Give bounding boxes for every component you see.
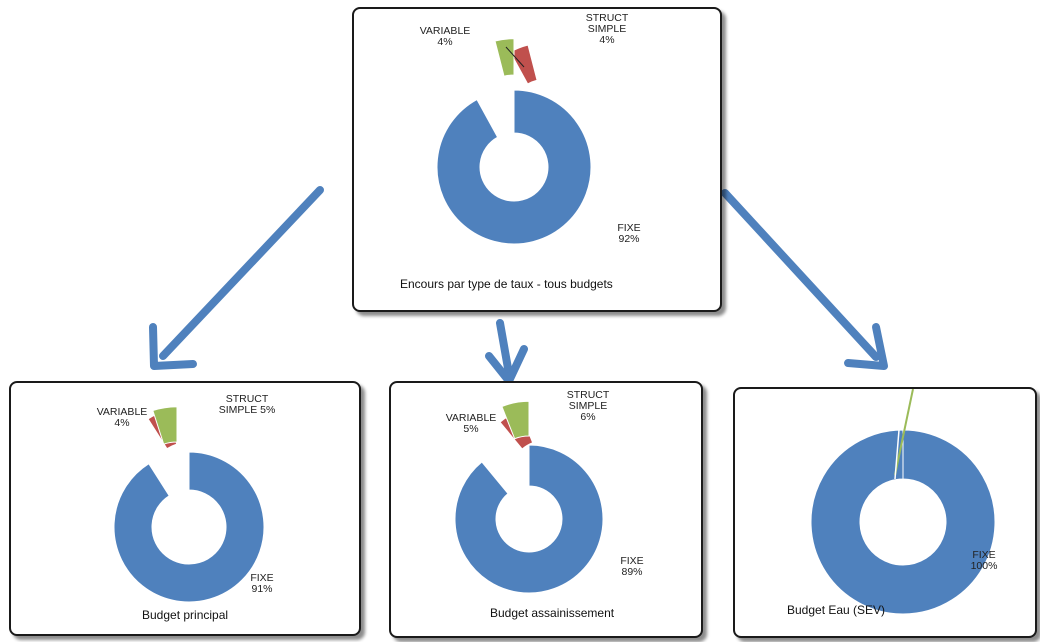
data-label-variable: VARIABLE 4% [97, 406, 148, 429]
donut-chart-budget-eau: FIXE 100% [810, 389, 998, 615]
data-label-fixe: FIXE 89% [620, 555, 643, 578]
arrow-to-budget-eau [721, 189, 888, 370]
data-label-struct-simple: STRUCT SIMPLE 4% [586, 12, 629, 46]
donut-chart-tous-budgets: FIXE 92% VARIABLE 4% STRUCT SIMPLE 4% [420, 12, 641, 245]
donut-chart-budget-assainissement: FIXE 89% VARIABLE 5% STRUCT SIMPLE 6% [446, 389, 644, 594]
data-label-fixe: FIXE 92% [617, 222, 640, 245]
slice-divider [894, 429, 900, 480]
slice-variable [509, 44, 538, 85]
slice-struct-simple [501, 400, 530, 440]
chart-panel-budget-principal: FIXE 91% VARIABLE 4% STRUCT SIMPLE 5% Budget … [9, 381, 361, 636]
slice-fixe [810, 429, 996, 615]
arrow-to-budget-principal [149, 186, 324, 370]
data-label-struct-simple: STRUCT SIMPLE 5% [219, 393, 276, 416]
slice-fixe [454, 444, 604, 594]
slice-fixe [113, 451, 265, 603]
label-leader-line [505, 46, 525, 68]
slice-struct-simple [494, 38, 515, 77]
data-label-variable: VARIABLE 4% [420, 25, 471, 48]
slice-fixe [436, 89, 592, 245]
donut-chart-budget-principal: FIXE 91% VARIABLE 4% STRUCT SIMPLE 5% [97, 393, 276, 603]
chart-title: Budget Eau (SEV) [787, 603, 886, 617]
data-label-fixe: FIXE 91% [250, 572, 273, 595]
chart-panel-budget-assainissement: FIXE 89% VARIABLE 5% STRUCT SIMPLE 6% Budget a… [389, 381, 703, 638]
arrow-to-budget-assainissement [485, 319, 528, 385]
slice-struct-simple [152, 406, 178, 445]
chart-title: Encours par type de taux - tous budgets [400, 277, 613, 291]
chart-title: Budget assainissement [490, 606, 615, 620]
chart-title: Budget principal [142, 608, 229, 622]
data-label-variable: VARIABLE 5% [446, 412, 497, 435]
chart-panel-budget-eau: FIXE 100% Budget Eau (SEV) [733, 387, 1037, 638]
data-label-struct-simple: STRUCT SIMPLE 6% [567, 389, 610, 423]
slice-struct-sliver [894, 389, 914, 476]
data-label-fixe: FIXE 100% [971, 549, 998, 572]
chart-panel-tous-budgets: FIXE 92% VARIABLE 4% STRUCT SIMPLE 4% Encours … [352, 7, 722, 312]
